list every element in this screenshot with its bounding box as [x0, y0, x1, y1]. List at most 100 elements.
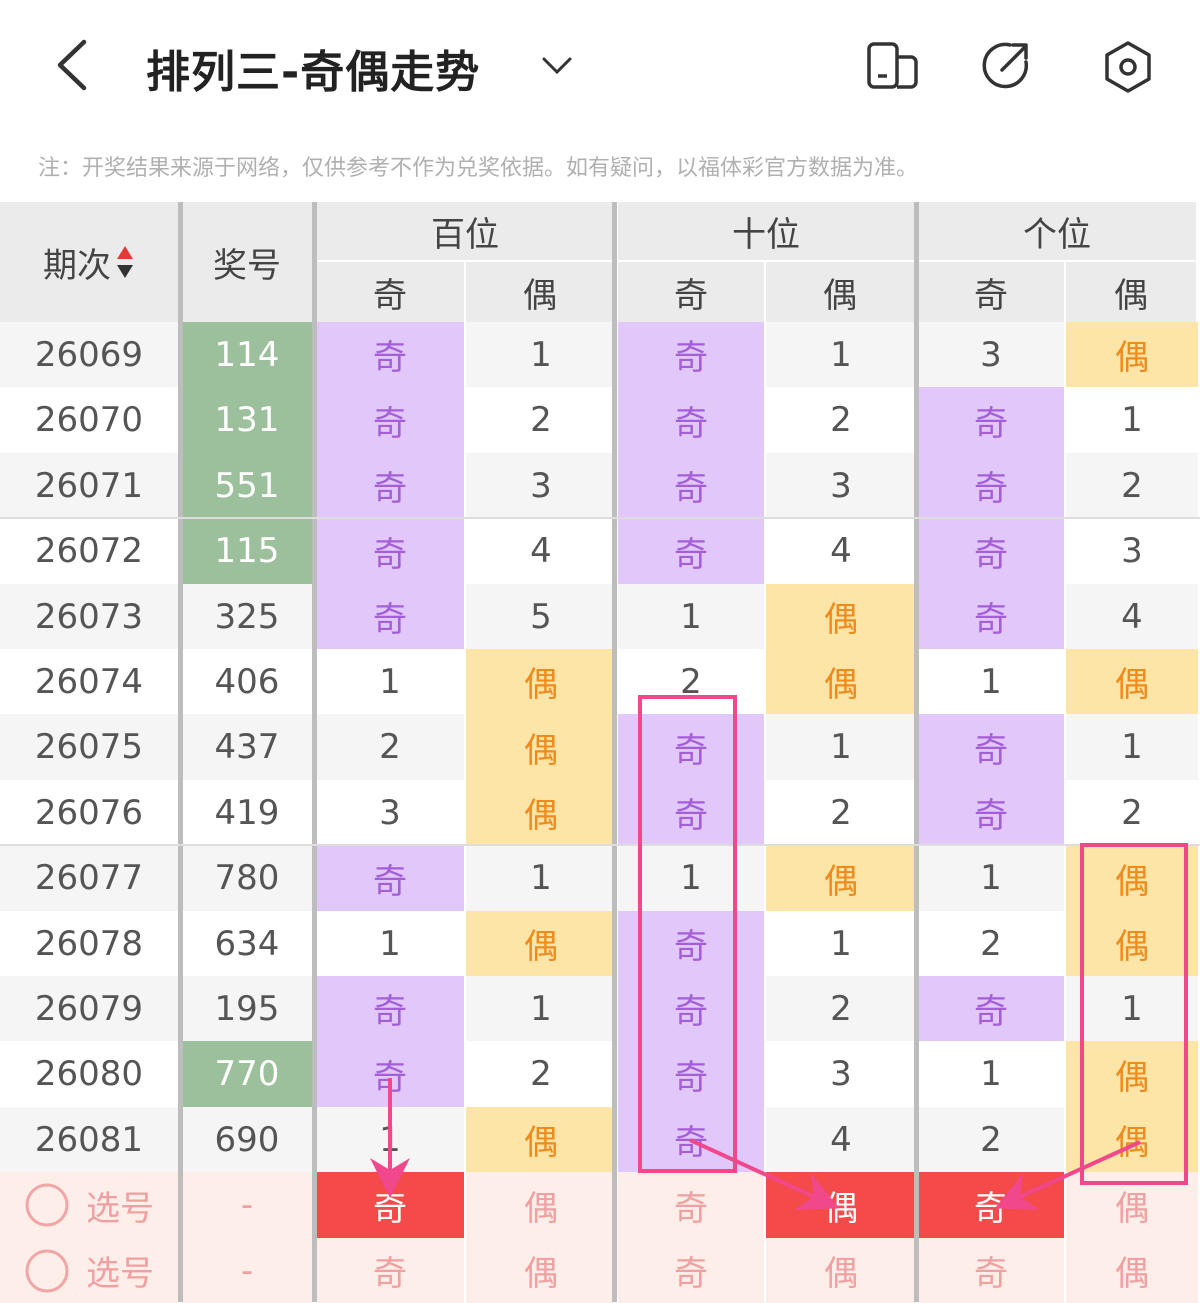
trend-cell: 2 — [1066, 780, 1198, 845]
trend-cell: 3 — [316, 780, 464, 845]
trend-cell: 奇 — [918, 387, 1064, 453]
pick-option[interactable]: 奇 — [618, 1238, 764, 1303]
trend-cell: 奇 — [618, 1107, 764, 1172]
number-cell: 770 — [182, 1041, 312, 1107]
trend-cell: 偶 — [766, 649, 916, 714]
number-cell: 690 — [182, 1107, 312, 1172]
trend-cell: 奇 — [918, 518, 1064, 584]
trend-cell: 偶 — [1066, 649, 1198, 714]
header-sub: 偶 — [766, 262, 914, 322]
number-cell: 325 — [182, 584, 312, 649]
pick-option[interactable]: 偶 — [1066, 1172, 1198, 1238]
trend-cell: 1 — [918, 1041, 1064, 1107]
page-title: 排列三-奇偶走势 — [146, 47, 481, 98]
trend-cell: 3 — [466, 453, 616, 518]
trend-cell: 奇 — [316, 584, 464, 649]
trend-cell: 1 — [1066, 387, 1198, 453]
pick-option[interactable]: 偶 — [766, 1172, 916, 1238]
pick-option[interactable]: 偶 — [1066, 1238, 1198, 1303]
pick-number: - — [182, 1238, 312, 1303]
number-cell: 551 — [182, 453, 312, 518]
trend-cell: 4 — [766, 1107, 916, 1172]
trend-cell: 奇 — [316, 845, 464, 911]
trend-cell: 偶 — [466, 649, 616, 714]
trend-cell: 奇 — [316, 453, 464, 518]
pick-option[interactable]: 奇 — [316, 1172, 464, 1238]
back-icon[interactable] — [50, 38, 100, 92]
trend-cell: 1 — [466, 845, 616, 911]
trend-cell: 偶 — [466, 714, 616, 780]
number-cell: 115 — [182, 518, 312, 584]
pick-option[interactable]: 偶 — [466, 1172, 616, 1238]
trend-cell: 4 — [766, 518, 916, 584]
trend-cell: 奇 — [618, 780, 764, 845]
column-divider — [612, 202, 617, 1302]
radio-icon[interactable] — [24, 1248, 70, 1294]
period-cell: 26081 — [0, 1107, 178, 1172]
trend-cell: 奇 — [618, 453, 764, 518]
trend-cell: 1 — [766, 322, 916, 387]
trend-cell: 4 — [466, 518, 616, 584]
trend-cell: 3 — [766, 453, 916, 518]
trend-cell: 1 — [316, 649, 464, 714]
number-cell: 437 — [182, 714, 312, 780]
chevron-down-icon[interactable] — [540, 50, 574, 80]
header-sub: 偶 — [466, 262, 614, 322]
trend-cell: 偶 — [1066, 911, 1198, 976]
trend-cell: 偶 — [1066, 1107, 1198, 1172]
trend-cell: 偶 — [466, 911, 616, 976]
trend-cell: 2 — [766, 387, 916, 453]
trend-cell: 2 — [918, 911, 1064, 976]
trend-cell: 奇 — [918, 714, 1064, 780]
trend-cell: 3 — [766, 1041, 916, 1107]
pick-option[interactable]: 奇 — [918, 1172, 1064, 1238]
trend-cell: 偶 — [466, 1107, 616, 1172]
header-period[interactable]: 期次 — [0, 202, 178, 322]
row-divider — [0, 844, 1200, 846]
trend-cell: 奇 — [618, 1041, 764, 1107]
trend-cell: 奇 — [918, 584, 1064, 649]
header-group: 十位 — [618, 202, 914, 260]
period-cell: 26079 — [0, 976, 178, 1041]
settings-icon[interactable] — [1101, 40, 1155, 94]
layout-toggle-icon[interactable] — [866, 40, 920, 94]
number-cell: 195 — [182, 976, 312, 1041]
trend-cell: 奇 — [316, 976, 464, 1041]
trend-cell: 2 — [766, 976, 916, 1041]
trend-cell: 奇 — [316, 518, 464, 584]
pick-option[interactable]: 奇 — [618, 1172, 764, 1238]
trend-cell: 1 — [1066, 976, 1198, 1041]
pick-number: - — [182, 1172, 312, 1238]
sort-icon[interactable] — [115, 244, 135, 280]
trend-cell: 偶 — [466, 780, 616, 845]
pick-option[interactable]: 奇 — [918, 1238, 1064, 1303]
pick-option[interactable]: 奇 — [316, 1238, 464, 1303]
pick-option[interactable]: 偶 — [466, 1238, 616, 1303]
trend-cell: 2 — [466, 387, 616, 453]
header-sub: 奇 — [316, 262, 464, 322]
header-number: 奖号 — [182, 202, 312, 322]
trend-cell: 奇 — [918, 976, 1064, 1041]
trend-cell: 1 — [618, 845, 764, 911]
trend-cell: 2 — [1066, 453, 1198, 518]
trend-cell: 3 — [918, 322, 1064, 387]
trend-cell: 奇 — [618, 322, 764, 387]
header-group: 百位 — [316, 202, 614, 260]
trend-cell: 奇 — [918, 780, 1064, 845]
period-cell: 26069 — [0, 322, 178, 387]
number-cell: 419 — [182, 780, 312, 845]
trend-cell: 偶 — [1066, 1041, 1198, 1107]
trend-cell: 2 — [618, 649, 764, 714]
pick-row-select[interactable]: 选号 — [0, 1172, 178, 1238]
number-cell: 780 — [182, 845, 312, 911]
trend-cell: 2 — [766, 780, 916, 845]
share-icon[interactable] — [980, 40, 1034, 94]
header-group: 个位 — [918, 202, 1196, 260]
trend-cell: 奇 — [316, 322, 464, 387]
pick-row-select[interactable]: 选号 — [0, 1238, 178, 1303]
number-cell: 131 — [182, 387, 312, 453]
trend-cell: 奇 — [618, 911, 764, 976]
radio-icon[interactable] — [24, 1182, 70, 1228]
period-cell: 26070 — [0, 387, 178, 453]
pick-option[interactable]: 偶 — [766, 1238, 916, 1303]
